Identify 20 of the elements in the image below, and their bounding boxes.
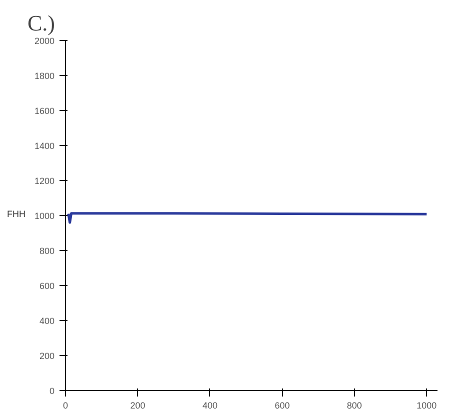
y-tick-label: 800 — [39, 246, 55, 256]
y-tick-label: 1600 — [34, 106, 55, 116]
x-tick-label: 200 — [130, 400, 146, 410]
y-tick-label: 0 — [49, 386, 55, 396]
y-tick-label: 600 — [39, 281, 55, 291]
x-tick-label: 1000 — [416, 400, 437, 410]
y-tick-label: 1200 — [34, 176, 55, 186]
text: FHH — [7, 208, 26, 219]
y-tick-label: 2000 — [34, 36, 55, 46]
x-tick-label: 0 — [62, 400, 68, 410]
y-tick-label: 1000 — [34, 211, 55, 221]
chart-title: C.) — [28, 10, 55, 36]
x-tick-label: 600 — [274, 400, 290, 410]
y-tick-label: 1400 — [34, 141, 55, 151]
line-series — [67, 212, 428, 224]
x-tick-label: 400 — [202, 400, 218, 410]
y-tick-label: 400 — [39, 316, 55, 326]
y-tick-label: 200 — [39, 351, 55, 361]
x-tick-label: 800 — [346, 400, 362, 410]
y-tick-label: 1800 — [34, 71, 55, 81]
